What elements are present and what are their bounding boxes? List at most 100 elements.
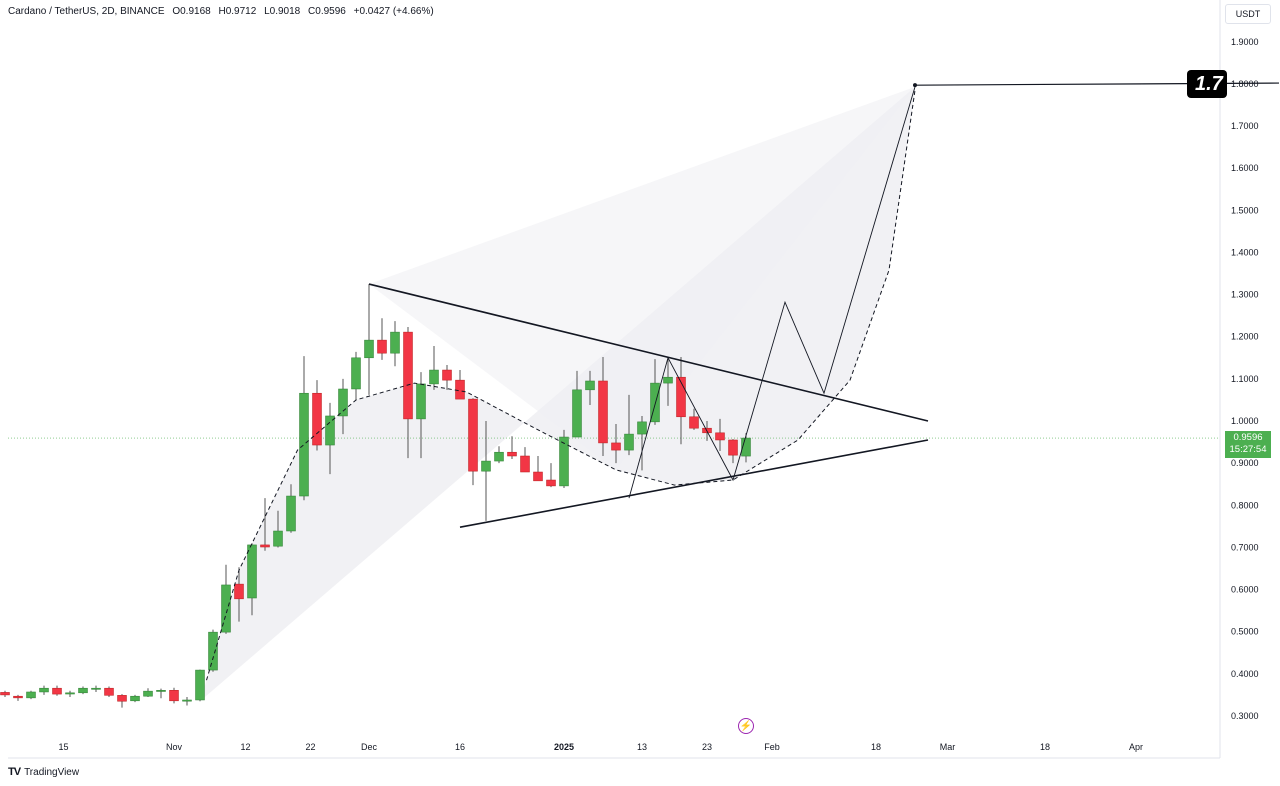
candle	[351, 351, 361, 400]
candle	[468, 398, 478, 486]
candle-body	[0, 692, 10, 696]
candle	[234, 567, 244, 622]
candle-body	[507, 451, 517, 457]
candle-body	[364, 339, 374, 359]
bar-countdown: 15:27:54	[1229, 444, 1267, 455]
candle-body	[624, 433, 634, 451]
candle	[429, 346, 439, 390]
candle	[507, 436, 517, 459]
candle	[143, 688, 153, 698]
candle-body	[13, 695, 23, 699]
candle	[637, 415, 647, 471]
current-price-badge: 0.9596 15:27:54	[1225, 431, 1271, 458]
candle-body	[429, 369, 439, 385]
candle-body	[312, 392, 322, 446]
price-tick-label: 1.8000	[1231, 79, 1259, 89]
lightning-icon[interactable]: ⚡	[738, 718, 754, 734]
candle	[312, 380, 322, 451]
candle-body	[403, 331, 413, 420]
candle	[689, 408, 699, 430]
candle-body	[442, 369, 452, 381]
candle-body	[689, 416, 699, 429]
dashed-projection-curve	[206, 90, 916, 681]
candle-body	[182, 699, 192, 702]
candle	[208, 629, 218, 672]
time-tick-label: 18	[1040, 742, 1050, 752]
symbol-name[interactable]: Cardano / TetherUS, 2D, BINANCE	[8, 6, 165, 17]
time-tick-label: Apr	[1129, 742, 1143, 752]
candle	[260, 498, 270, 551]
candle	[559, 429, 569, 489]
tradingview-logo-icon: TV	[8, 766, 21, 778]
candle-body	[104, 687, 114, 696]
candle	[247, 543, 257, 616]
candle	[455, 370, 465, 400]
candle-body	[52, 687, 62, 695]
candle	[624, 394, 634, 456]
candle	[91, 685, 101, 692]
candle	[728, 439, 738, 464]
price-tick-label: 1.4000	[1231, 247, 1259, 257]
ohlc-low: L0.9018	[264, 6, 301, 17]
time-tick-label: Feb	[764, 742, 780, 752]
candle-body	[559, 436, 569, 487]
price-tick-label: 1.0000	[1231, 416, 1259, 426]
candle-body	[351, 357, 361, 390]
ohlc-open: O0.9168	[172, 6, 211, 17]
candle	[221, 564, 231, 634]
candle-body	[247, 544, 257, 599]
candle	[650, 359, 660, 425]
symbol-legend: Cardano / TetherUS, 2D, BINANCE O0.9168 …	[8, 6, 439, 17]
lower-trendline	[459, 439, 929, 528]
projection-path	[628, 86, 916, 499]
upper-trendline	[368, 283, 929, 422]
candle-body	[143, 690, 153, 697]
candle-body	[377, 339, 387, 354]
candle-body	[611, 442, 621, 451]
candle	[611, 423, 621, 464]
candle	[78, 686, 88, 695]
currency-unit-button[interactable]: USDT	[1225, 4, 1271, 24]
candle-body	[156, 690, 166, 692]
price-tick-label: 1.3000	[1231, 290, 1259, 300]
candle	[585, 370, 595, 406]
candle-body	[520, 455, 530, 473]
price-tick-label: 1.6000	[1231, 163, 1259, 173]
candle-body	[585, 380, 595, 391]
candle-body	[663, 376, 673, 384]
time-tick-label: Mar	[940, 742, 956, 752]
candle	[715, 418, 725, 451]
candle	[663, 359, 673, 406]
candle	[169, 687, 179, 704]
candle	[403, 327, 413, 459]
current-price-value: 0.9596	[1233, 432, 1263, 443]
tradingview-logo[interactable]: TV TradingView	[8, 766, 79, 778]
candle-body	[546, 479, 556, 487]
candle	[273, 510, 283, 548]
candle	[676, 356, 686, 445]
candle-body	[741, 437, 751, 457]
time-tick-label: 16	[455, 742, 465, 752]
candle	[65, 690, 75, 698]
candle-body	[26, 691, 36, 699]
brand-name: TradingView	[24, 766, 80, 778]
candle-body	[273, 530, 283, 547]
triangle-shaded-area	[369, 86, 915, 470]
price-tick-label: 1.5000	[1231, 205, 1259, 215]
price-tick-label: 0.6000	[1231, 585, 1259, 595]
candle	[481, 421, 491, 521]
candle	[130, 694, 140, 703]
price-tick-label: 1.2000	[1231, 332, 1259, 342]
time-tick-label: 23	[702, 742, 712, 752]
candle-body	[39, 687, 49, 693]
candle-body	[234, 583, 244, 600]
time-tick-label: Nov	[166, 742, 183, 752]
candle	[39, 685, 49, 695]
candle-body	[676, 376, 686, 418]
candle	[741, 433, 751, 463]
candle	[546, 463, 556, 488]
candle-body	[715, 432, 725, 441]
candle-body	[117, 695, 127, 702]
candle-body	[78, 687, 88, 694]
